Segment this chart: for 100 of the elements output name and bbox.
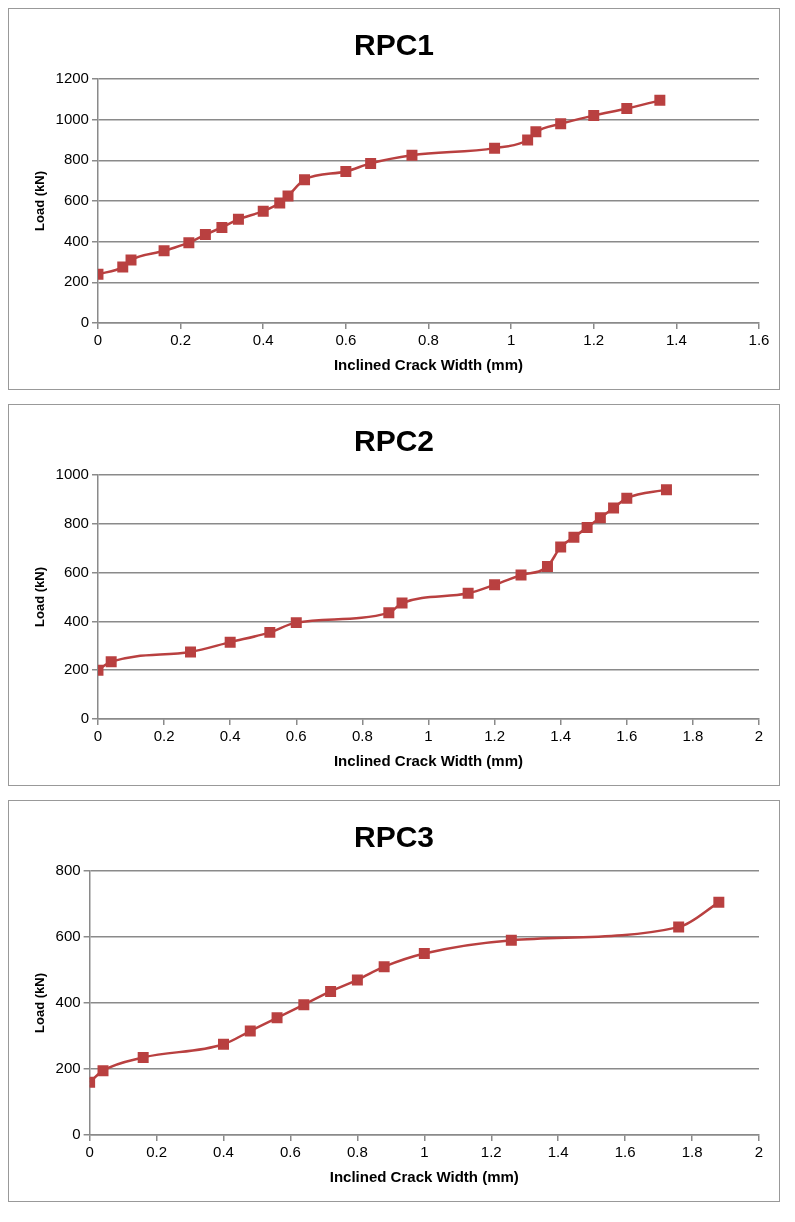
x-tick-label: 0.2 — [153, 727, 175, 745]
point — [515, 569, 527, 581]
x-tick-label: 1.2 — [484, 727, 506, 745]
point — [274, 197, 286, 209]
y-tick-label: 600 — [63, 191, 89, 209]
x-tick-label: 0.4 — [219, 727, 241, 745]
x-tick-label: 0.6 — [285, 727, 307, 745]
point — [282, 190, 294, 202]
point — [568, 531, 580, 543]
x-tick-label: 0 — [93, 331, 103, 349]
x-tick-label: 0.2 — [146, 1143, 167, 1161]
point — [621, 492, 633, 504]
x-tick-label: 1.2 — [583, 331, 605, 349]
point — [621, 102, 633, 114]
y-tick-label: 1000 — [55, 465, 89, 483]
y-tick-label: 600 — [63, 562, 89, 580]
point — [125, 254, 137, 266]
point — [299, 174, 311, 186]
x-tick-label: 1.4 — [550, 727, 572, 745]
y-tick-label: 0 — [72, 1125, 81, 1143]
point — [271, 1012, 283, 1024]
point — [97, 1065, 109, 1077]
x-tick-label: 0.8 — [346, 1143, 368, 1161]
point — [218, 1038, 229, 1050]
x-tick-label: 0 — [93, 727, 103, 745]
point — [713, 896, 725, 908]
x-tick-label: 1.8 — [682, 727, 704, 745]
point — [264, 626, 276, 638]
point — [541, 561, 553, 572]
point — [365, 157, 377, 169]
x-tick-label: 0.4 — [213, 1143, 234, 1161]
point — [555, 541, 567, 553]
point — [351, 974, 363, 986]
point — [660, 484, 672, 496]
point — [555, 118, 567, 130]
x-tick-label: 0.6 — [280, 1143, 301, 1161]
y-tick-label: 400 — [55, 993, 81, 1011]
point — [522, 134, 534, 146]
y-tick-label: 1000 — [55, 109, 89, 127]
point — [199, 229, 211, 241]
point — [608, 502, 620, 514]
y-tick-label: 400 — [63, 231, 89, 249]
x-tick-label: 1 — [420, 1143, 429, 1161]
y-tick-label: 800 — [63, 513, 89, 531]
x-tick-label: 1.2 — [480, 1143, 502, 1161]
point — [530, 126, 542, 138]
y-tick-label: 0 — [80, 313, 89, 331]
y-tick-label: 0 — [80, 709, 89, 727]
x-tick-label: 0.8 — [351, 727, 373, 745]
y-tick-label: 800 — [55, 861, 81, 879]
point — [489, 142, 501, 154]
point — [117, 261, 129, 273]
point — [673, 921, 685, 933]
y-tick-label: 400 — [63, 611, 89, 629]
x-axis-title: Inclined Crack Width (mm) — [333, 356, 524, 374]
y-tick-label: 200 — [63, 272, 89, 290]
point — [588, 110, 600, 122]
point — [505, 934, 517, 946]
point — [462, 587, 474, 599]
x-tick-label: 1.4 — [547, 1143, 569, 1161]
y-axis-title: Load (kN) — [32, 567, 48, 627]
y-tick-label: 600 — [55, 927, 81, 945]
point — [594, 512, 606, 524]
x-tick-label: 1.6 — [616, 727, 638, 745]
point — [418, 948, 430, 959]
point — [406, 149, 418, 161]
y-tick-label: 1200 — [55, 69, 89, 87]
point — [383, 607, 395, 619]
point — [396, 597, 408, 609]
x-axis-title: Inclined Crack Width (mm) — [333, 752, 524, 770]
x-tick-label: 2 — [754, 1143, 764, 1161]
point — [158, 245, 170, 257]
point — [298, 999, 310, 1011]
x-tick-label: 1.6 — [614, 1143, 636, 1161]
point — [185, 646, 197, 658]
point — [325, 985, 337, 997]
point — [257, 205, 269, 217]
point — [378, 961, 390, 973]
point — [216, 221, 228, 233]
x-tick-label: 0.2 — [170, 331, 192, 349]
chart-title: RPC2 — [353, 424, 435, 458]
y-axis-title: Load (kN) — [32, 973, 48, 1033]
x-tick-label: 1.6 — [748, 331, 770, 349]
x-tick-label: 0.4 — [252, 331, 274, 349]
x-tick-label: 0.6 — [335, 331, 357, 349]
point — [581, 521, 593, 533]
y-axis-title: Load (kN) — [32, 171, 48, 231]
y-tick-label: 200 — [63, 660, 89, 678]
x-tick-label: 1 — [506, 331, 516, 349]
point — [489, 579, 501, 591]
point — [654, 94, 666, 106]
x-tick-label: 1 — [424, 727, 433, 745]
x-tick-label: 1.8 — [681, 1143, 703, 1161]
point — [224, 636, 236, 648]
point — [137, 1051, 149, 1063]
x-axis-title: Inclined Crack Width (mm) — [329, 1168, 519, 1186]
chart-title: RPC3 — [353, 820, 435, 854]
x-tick-label: 2 — [754, 727, 764, 745]
point — [183, 237, 195, 249]
point — [340, 166, 352, 178]
